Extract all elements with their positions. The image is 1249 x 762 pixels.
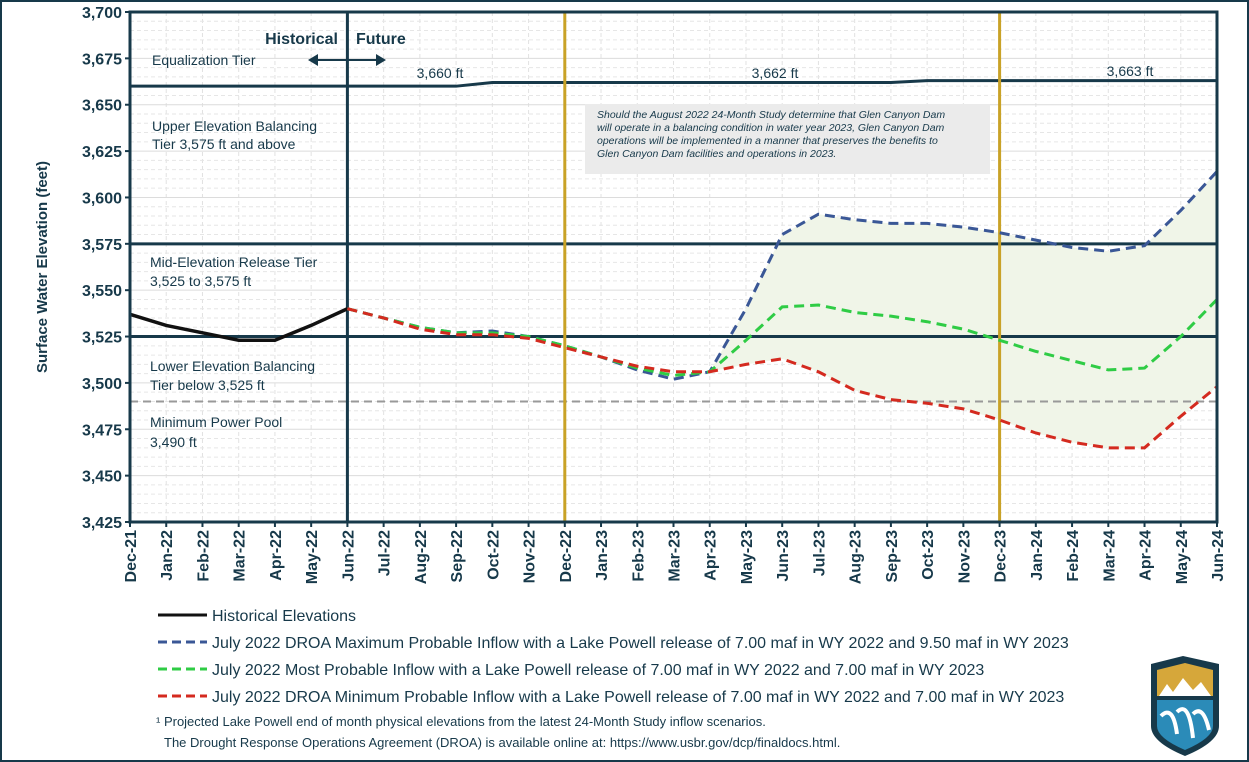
x-tick-label: Mar-24 bbox=[1101, 530, 1118, 582]
logo bbox=[1151, 656, 1219, 756]
tier-annotation: 3,490 ft bbox=[150, 434, 197, 450]
y-tick-label: 3,500 bbox=[82, 376, 122, 393]
y-tick-label: 3,525 bbox=[82, 330, 122, 347]
y-tick-label: 3,650 bbox=[82, 98, 122, 115]
x-tick-label: Aug-23 bbox=[848, 530, 865, 584]
y-tick-label: 3,675 bbox=[82, 51, 122, 68]
x-tick-label: Jun-24 bbox=[1210, 530, 1227, 582]
tier-annotation: Mid-Elevation Release Tier bbox=[150, 254, 318, 270]
y-tick-label: 3,600 bbox=[82, 190, 122, 207]
series-line bbox=[347, 298, 1219, 378]
period-label: Future bbox=[356, 31, 406, 48]
legend-label: July 2022 DROA Maximum Probable Inflow w… bbox=[212, 635, 1069, 652]
x-tick-label: Jan-22 bbox=[159, 530, 176, 581]
y-axis-label: Surface Water Elevation (feet) bbox=[34, 161, 51, 373]
x-tick-label: Nov-22 bbox=[522, 530, 539, 583]
footnote: The Drought Response Operations Agreemen… bbox=[164, 735, 840, 750]
x-tick-label: Feb-24 bbox=[1065, 530, 1082, 582]
x-tick-label: Feb-22 bbox=[195, 530, 212, 582]
y-tick-label: 3,475 bbox=[82, 422, 122, 439]
y-tick-label: 3,425 bbox=[82, 515, 122, 532]
period-label: Historical bbox=[265, 31, 338, 48]
note-text: Glen Canyon Dam facilities and operation… bbox=[597, 148, 836, 160]
x-tick-label: Oct-23 bbox=[920, 530, 937, 580]
tier-annotation: 3,525 to 3,575 ft bbox=[150, 273, 251, 289]
y-tick-label: 3,450 bbox=[82, 469, 122, 486]
tier-annotation: Upper Elevation Balancing bbox=[152, 118, 317, 134]
series-line bbox=[129, 307, 349, 343]
series-line bbox=[347, 170, 1219, 381]
x-tick-label: Dec-23 bbox=[993, 530, 1010, 583]
legend-label: Historical Elevations bbox=[212, 608, 356, 625]
range-fill bbox=[709, 171, 1217, 448]
x-tick-label: Mar-23 bbox=[667, 530, 684, 582]
x-tick-label: Jan-23 bbox=[594, 530, 611, 581]
logo-mountain bbox=[1159, 678, 1211, 696]
legend-label: July 2022 Most Probable Inflow with a La… bbox=[212, 662, 984, 679]
note-text: Should the August 2022 24-Month Study de… bbox=[597, 109, 945, 121]
equalization-label: 3,663 ft bbox=[1107, 63, 1154, 79]
equalization-line bbox=[130, 79, 1217, 88]
y-tick-label: 3,550 bbox=[82, 283, 122, 300]
series-line bbox=[347, 307, 1218, 450]
x-tick-label: Dec-21 bbox=[123, 530, 140, 583]
lines bbox=[129, 12, 1219, 522]
logo-waves bbox=[1159, 707, 1211, 739]
x-tick-label: Sep-23 bbox=[884, 530, 901, 583]
x-tick-label: Nov-23 bbox=[956, 530, 973, 583]
tier-annotation: Tier 3,575 ft and above bbox=[152, 136, 296, 152]
x-tick-label: Feb-23 bbox=[630, 530, 647, 582]
x-tick-label: Sep-22 bbox=[449, 530, 466, 583]
x-tick-label: Jan-24 bbox=[1029, 530, 1046, 581]
x-tick-label: May-22 bbox=[304, 530, 321, 584]
x-tick-label: Dec-22 bbox=[558, 530, 575, 583]
tier-annotation: Tier below 3,525 ft bbox=[150, 377, 265, 393]
x-tick-label: Jun-23 bbox=[775, 530, 792, 582]
note-box bbox=[585, 104, 990, 174]
x-tick-label: May-23 bbox=[739, 530, 756, 584]
y-tick-label: 3,700 bbox=[82, 5, 122, 22]
tier-annotation: Minimum Power Pool bbox=[150, 414, 282, 430]
legend-label: July 2022 DROA Minimum Probable Inflow w… bbox=[212, 689, 1064, 706]
y-tick-label: 3,575 bbox=[82, 237, 122, 254]
y-tick-label: 3,625 bbox=[82, 144, 122, 161]
x-tick-label: Jul-22 bbox=[377, 530, 394, 576]
x-tick-label: Aug-22 bbox=[413, 530, 430, 584]
note-text: will operate in a balancing condition in… bbox=[597, 122, 945, 134]
x-tick-label: Mar-22 bbox=[232, 530, 249, 582]
x-tick-label: Jul-23 bbox=[811, 530, 828, 576]
x-tick-label: May-24 bbox=[1174, 530, 1191, 584]
x-tick-label: Apr-22 bbox=[268, 530, 285, 581]
range bbox=[709, 171, 1217, 448]
x-tick-label: Jun-22 bbox=[340, 530, 357, 582]
equalization-label: 3,660 ft bbox=[417, 65, 464, 81]
tier-annotation: Equalization Tier bbox=[152, 52, 256, 68]
x-tick-label: Oct-22 bbox=[485, 530, 502, 580]
tier-annotation: Lower Elevation Balancing bbox=[150, 358, 315, 374]
equalization-label: 3,662 ft bbox=[752, 65, 799, 81]
footnote: ¹ Projected Lake Powell end of month phy… bbox=[156, 714, 766, 729]
note-text: operations will be implemented in a mann… bbox=[597, 135, 938, 147]
plot-frame bbox=[128, 10, 1219, 524]
x-tick-label: Apr-23 bbox=[703, 530, 720, 581]
x-tick-label: Apr-24 bbox=[1138, 530, 1155, 581]
